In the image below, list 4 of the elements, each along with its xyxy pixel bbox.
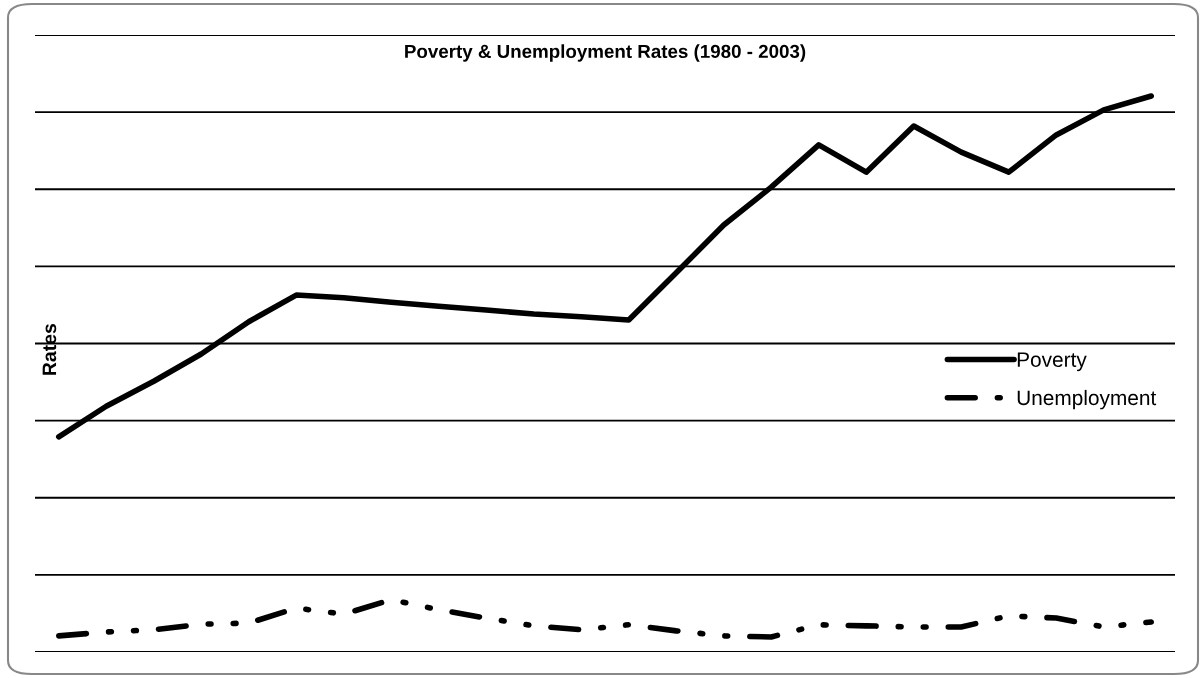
legend-label: Poverty (1017, 352, 1087, 372)
legend-label: Unemployment (1017, 389, 1157, 410)
chart-title: Poverty & Unemployment Rates (1980 - 2003) (405, 44, 806, 62)
y-axis-title: Rates (42, 323, 57, 375)
